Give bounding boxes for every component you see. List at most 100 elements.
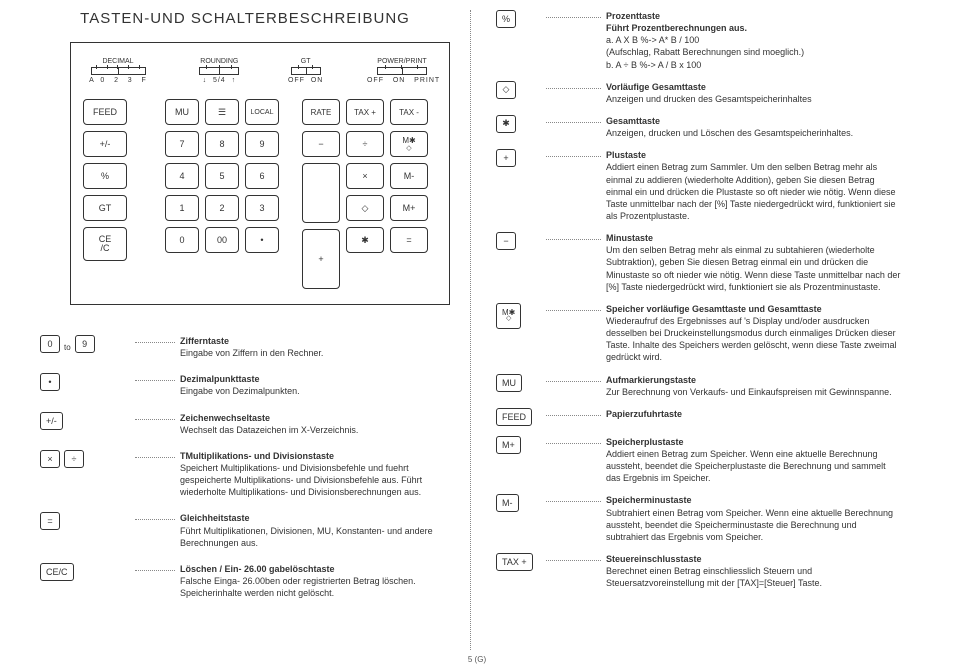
item-title: Gleichheitstaste bbox=[180, 512, 450, 524]
item-title: Speicherplustaste bbox=[606, 436, 901, 448]
item-body: Subtrahiert einen Betrag vom Speicher. W… bbox=[606, 507, 901, 543]
item-body: Anzeigen, drucken und Löschen des Gesamt… bbox=[606, 127, 901, 139]
item-text: MinustasteUm den selben Betrag mehr als … bbox=[606, 232, 901, 293]
mini-key: ◇ bbox=[496, 81, 516, 99]
key-9: 9 bbox=[245, 131, 279, 157]
item-text: SteuereinschlusstasteBerechnet einen Bet… bbox=[606, 553, 901, 589]
key-3: 3 bbox=[245, 195, 279, 221]
item-dots bbox=[546, 408, 601, 416]
item-body: Speichert Multiplikations- und Divisions… bbox=[180, 462, 450, 498]
key-minus: − bbox=[302, 131, 340, 157]
item-body: Wechselt das Datazeichen im X-Verzeichni… bbox=[180, 424, 450, 436]
mini-key: TAX + bbox=[496, 553, 533, 571]
key-6: 6 bbox=[245, 163, 279, 189]
item-text: ZifferntasteEingabe von Ziffern in den R… bbox=[180, 335, 450, 359]
item-body: Falsche Einga- 26.00ben oder registriert… bbox=[180, 575, 450, 599]
item-keys: CE/C bbox=[40, 563, 130, 599]
item-text: ProzenttasteFührt Prozentberechnungen au… bbox=[606, 10, 901, 71]
mini-key: 0 bbox=[40, 335, 60, 353]
switch-gt: GT OFF ON bbox=[286, 58, 326, 84]
key-equals: = bbox=[390, 227, 428, 253]
item-text: SpeicherminustasteSubtrahiert einen Betr… bbox=[606, 494, 901, 543]
item-text: Löschen / Ein- 26.00 gabelöschtasteFalsc… bbox=[180, 563, 450, 599]
item-text: TMultiplikations- und DivisionstasteSpei… bbox=[180, 450, 450, 499]
key-mplus: M+ bbox=[390, 195, 428, 221]
item-title: Zifferntaste bbox=[180, 335, 450, 347]
mini-key: FEED bbox=[496, 408, 532, 426]
item-keys: M✱◇ bbox=[496, 303, 541, 364]
item-body: Um den selben Betrag mehr als einmal zu … bbox=[606, 244, 901, 293]
key-diamond: ◇ bbox=[346, 195, 384, 221]
key-percent: % bbox=[83, 163, 127, 189]
calculator-diagram: DECIMAL A 0 2 3 F ROUNDING ↓ 5/4 ↑ GT OF… bbox=[70, 42, 450, 305]
item-body: Zur Berechnung von Verkaufs- und Einkauf… bbox=[606, 386, 901, 398]
item-text: DezimalpunkttasteEingabe von Dezimalpunk… bbox=[180, 373, 450, 397]
key-8: 8 bbox=[205, 131, 239, 157]
item-keys: MU bbox=[496, 374, 541, 398]
item-body: Wiederaufruf des Ergebnisses auf 's Disp… bbox=[606, 315, 901, 364]
item-title: Speicher vorläufige Gesamttaste und Gesa… bbox=[606, 303, 901, 315]
switch-power: POWER/PRINT OFF ON PRINT bbox=[367, 58, 437, 84]
item-dots bbox=[135, 335, 175, 343]
item-title: Speicherminustaste bbox=[606, 494, 901, 506]
key-4: 4 bbox=[165, 163, 199, 189]
item-dots bbox=[546, 553, 601, 561]
item-dots bbox=[546, 303, 601, 311]
item-dots bbox=[135, 450, 175, 458]
switch-rounding: ROUNDING ↓ 5/4 ↑ bbox=[194, 58, 244, 84]
key-mminus: M- bbox=[390, 163, 428, 189]
item-keys: ×÷ bbox=[40, 450, 130, 499]
item-row: CE/C Löschen / Ein- 26.00 gabelöschtasteF… bbox=[40, 563, 450, 599]
item-keys: + bbox=[496, 149, 541, 222]
item-dots bbox=[135, 373, 175, 381]
item-keys: 0to9 bbox=[40, 335, 130, 359]
key-divide: ÷ bbox=[346, 131, 384, 157]
mini-key: ÷ bbox=[64, 450, 84, 468]
item-row: −MinustasteUm den selben Betrag mehr als… bbox=[496, 232, 901, 293]
mini-key: × bbox=[40, 450, 60, 468]
item-row: M✱◇ Speicher vorläufige Gesamttaste und G… bbox=[496, 303, 901, 364]
item-text: GesamttasteAnzeigen, drucken und Löschen… bbox=[606, 115, 901, 139]
item-text: PlustasteAddiert einen Betrag zum Sammle… bbox=[606, 149, 901, 222]
item-title: Prozenttaste bbox=[606, 10, 901, 22]
item-dots bbox=[546, 10, 601, 18]
mini-key: = bbox=[40, 512, 60, 530]
item-row: ✱ GesamttasteAnzeigen, drucken und Lösche… bbox=[496, 115, 901, 139]
item-title: TMultiplikations- und Divisionstaste bbox=[180, 450, 450, 462]
key-2: 2 bbox=[205, 195, 239, 221]
key-00: 00 bbox=[205, 227, 239, 253]
item-dots bbox=[135, 512, 175, 520]
key-7: 7 bbox=[165, 131, 199, 157]
mini-key: M+ bbox=[496, 436, 521, 454]
item-row: ◇ Vorläufige GesamttasteAnzeigen und druc… bbox=[496, 81, 901, 105]
item-text: GleichheitstasteFührt Multiplikationen, … bbox=[180, 512, 450, 548]
item-row: M+SpeicherplustasteAddiert einen Betrag … bbox=[496, 436, 901, 485]
item-dots bbox=[546, 494, 601, 502]
key-star: ✱ bbox=[346, 227, 384, 253]
item-title: Vorläufige Gesamttaste bbox=[606, 81, 901, 93]
item-row: M- SpeicherminustasteSubtrahiert einen Be… bbox=[496, 494, 901, 543]
mini-key: ✱ bbox=[496, 115, 516, 133]
item-row: %ProzenttasteFührt Prozentberechnungen a… bbox=[496, 10, 901, 71]
item-body: Führt Prozentberechnungen aus. a. A X B … bbox=[606, 22, 901, 71]
item-dots bbox=[546, 149, 601, 157]
item-body: Anzeigen und drucken des Gesamtspeicheri… bbox=[606, 93, 901, 105]
item-title: Plustaste bbox=[606, 149, 901, 161]
item-row: +/- ZeichenwechseltasteWechselt das Dataz… bbox=[40, 412, 450, 436]
mini-key: + bbox=[496, 149, 516, 167]
item-row: ×÷ TMultiplikations- und DivisionstasteSp… bbox=[40, 450, 450, 499]
item-title: Papierzufuhrtaste bbox=[606, 408, 901, 420]
item-title: Aufmarkierungstaste bbox=[606, 374, 901, 386]
mini-key: +/- bbox=[40, 412, 63, 430]
item-row: = GleichheitstasteFührt Multiplikationen,… bbox=[40, 512, 450, 548]
mini-key: M✱◇ bbox=[496, 303, 521, 329]
item-title: Zeichenwechseltaste bbox=[180, 412, 450, 424]
key-times: × bbox=[346, 163, 384, 189]
mini-key: • bbox=[40, 373, 60, 391]
item-dots bbox=[135, 563, 175, 571]
item-row: 0to9 ZifferntasteEingabe von Ziffern in d… bbox=[40, 335, 450, 359]
item-keys: • bbox=[40, 373, 130, 397]
item-keys: M- bbox=[496, 494, 541, 543]
item-dots bbox=[546, 115, 601, 123]
page-number: 5 (G) bbox=[468, 655, 486, 664]
